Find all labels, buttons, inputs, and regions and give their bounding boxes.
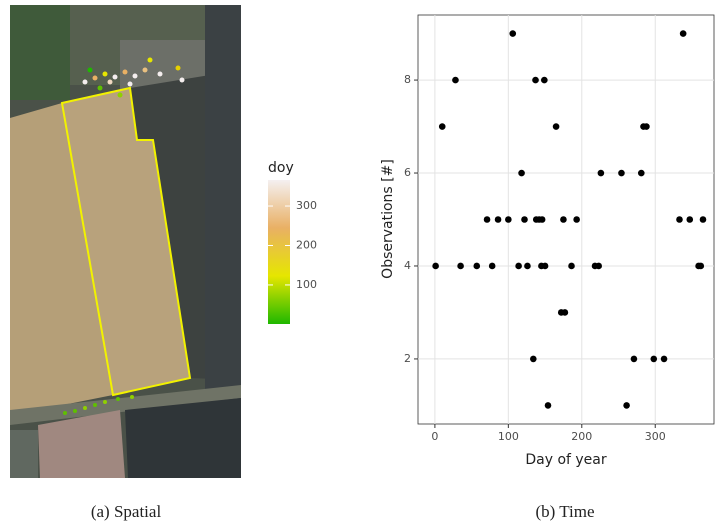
data-point xyxy=(509,30,517,37)
data-point xyxy=(483,216,491,223)
data-point xyxy=(457,262,464,270)
y-tick-label: 8 xyxy=(404,73,411,86)
data-point xyxy=(597,169,605,177)
data-point xyxy=(560,216,567,223)
y-tick-label: 2 xyxy=(404,352,411,365)
data-point xyxy=(518,169,525,177)
satellite-map xyxy=(10,5,241,478)
y-tick-label: 4 xyxy=(404,259,411,272)
data-point xyxy=(618,169,625,177)
data-point xyxy=(438,123,446,130)
data-point xyxy=(488,262,496,270)
data-point xyxy=(541,76,548,84)
data-point xyxy=(532,76,539,84)
colorbar-tick-label: 300 xyxy=(296,199,317,212)
data-point xyxy=(538,216,546,223)
data-point xyxy=(521,216,528,223)
data-point xyxy=(544,402,552,409)
data-point xyxy=(473,262,481,270)
data-point xyxy=(541,262,549,270)
data-point xyxy=(637,169,645,177)
x-tick-label: 0 xyxy=(431,430,438,443)
data-point xyxy=(595,262,602,270)
data-point xyxy=(568,262,575,270)
x-tick-label: 200 xyxy=(571,430,592,443)
data-point xyxy=(660,355,668,363)
data-point xyxy=(623,402,630,409)
data-point xyxy=(505,216,512,223)
data-point xyxy=(524,262,531,270)
x-axis-label: Day of year xyxy=(525,452,607,468)
colorbar-tick-label: 200 xyxy=(296,238,317,251)
data-point xyxy=(515,262,522,270)
data-point xyxy=(686,216,694,223)
data-point xyxy=(452,76,459,84)
x-tick-label: 100 xyxy=(498,430,519,443)
colorbar-tick-label: 100 xyxy=(296,278,317,291)
y-tick-label: 6 xyxy=(404,166,411,179)
data-point xyxy=(697,262,705,270)
x-tick-label: 300 xyxy=(645,430,666,443)
y-axis-label: Observations [#] xyxy=(380,159,396,279)
data-point xyxy=(630,355,638,363)
data-point xyxy=(679,30,687,37)
data-point xyxy=(650,355,658,363)
data-point xyxy=(552,123,560,130)
data-point xyxy=(643,123,650,130)
data-point xyxy=(699,216,707,223)
colorbar xyxy=(268,180,290,324)
caption: (a) Spatial xyxy=(91,502,162,521)
data-point xyxy=(432,262,439,270)
data-point xyxy=(676,216,683,223)
legend-title: doy xyxy=(268,160,294,176)
caption: (b) Time xyxy=(535,502,594,521)
data-point xyxy=(494,216,502,223)
data-point xyxy=(561,309,569,316)
data-point xyxy=(573,216,580,223)
data-point xyxy=(530,355,537,363)
observation-points xyxy=(63,57,185,415)
